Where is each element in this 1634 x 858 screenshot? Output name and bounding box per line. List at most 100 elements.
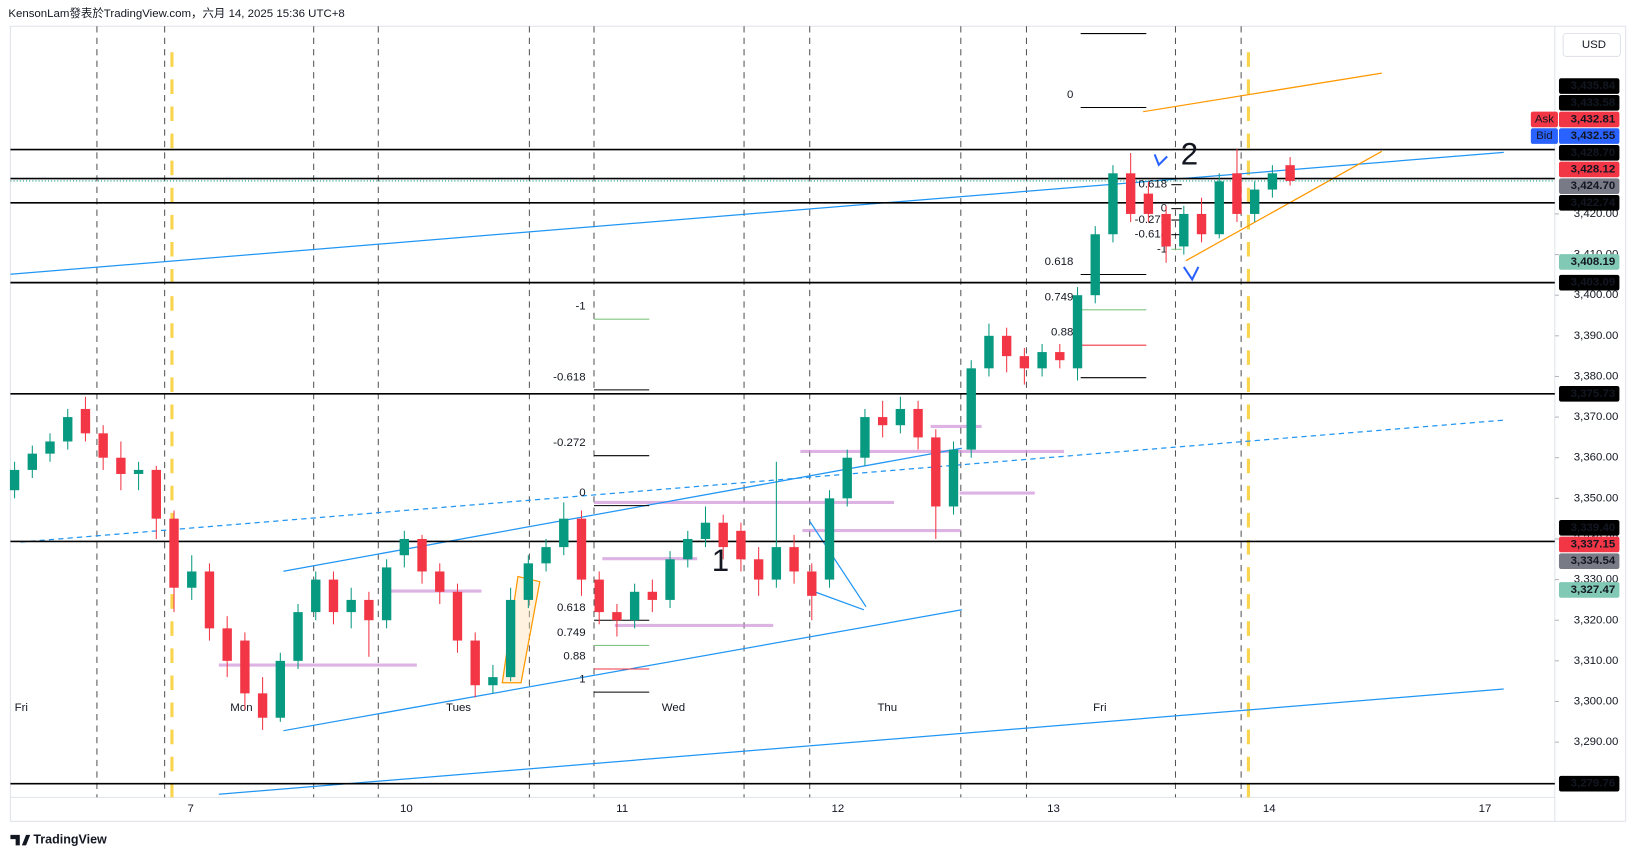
y-tick-label: 3,310.00 <box>1574 655 1619 667</box>
x-tick-label: 14 <box>1263 803 1276 815</box>
fib-label: -0.618 <box>553 371 585 383</box>
candle-body <box>683 538 693 560</box>
day-label: Fri <box>1093 702 1106 714</box>
y-tick-label: 3,300.00 <box>1574 696 1619 708</box>
footer: TradingView <box>10 832 107 846</box>
candle-body <box>45 441 55 454</box>
x-tick-label: 10 <box>400 803 413 815</box>
price-label: 3,428.12 <box>1571 163 1616 175</box>
day-label: Thu <box>877 702 897 714</box>
fib-label: -1 <box>1157 243 1167 255</box>
price-label-box <box>1558 194 1620 211</box>
candle-body <box>913 408 923 438</box>
trend-line <box>218 688 1504 795</box>
price-label: 3,408.19 <box>1571 256 1616 268</box>
x-tick-label: 13 <box>1047 803 1060 815</box>
candle-body <box>240 640 250 694</box>
trend-line <box>809 589 865 611</box>
x-tick-label: 7 <box>188 803 194 815</box>
price-label-box <box>1558 582 1620 598</box>
candle-body <box>27 453 37 470</box>
candle-body <box>9 469 20 491</box>
price-label: 3,327.47 <box>1571 584 1616 596</box>
trend-line <box>20 419 1504 543</box>
price-tag-box <box>1530 128 1558 144</box>
fib-label: 0.618 <box>1138 179 1167 191</box>
day-label: Fri <box>15 702 28 714</box>
candle-body <box>257 693 268 718</box>
candle-body <box>541 547 551 564</box>
candle-body <box>1267 173 1278 190</box>
candle-body <box>789 547 799 572</box>
y-tick-label: 3,380.00 <box>1574 370 1619 382</box>
arrow <box>1153 154 1168 167</box>
candle-body <box>1037 352 1047 369</box>
wedge-line <box>1143 72 1382 113</box>
candle-body <box>293 612 303 661</box>
candle-body <box>364 599 374 621</box>
candle-body <box>594 579 604 613</box>
candle-body <box>133 469 144 474</box>
candle-body <box>647 591 658 600</box>
candle-body <box>1143 193 1154 214</box>
price-label-box <box>1558 519 1620 536</box>
currency-box[interactable] <box>1562 33 1621 57</box>
candle-body <box>222 628 232 661</box>
candle-body <box>381 567 392 621</box>
candle-body <box>1161 213 1171 247</box>
header: KensonLam發表於TradingView.com，六月 14, 2025 … <box>8 6 344 20</box>
price-tag-box <box>1530 111 1558 128</box>
candle-body <box>328 579 339 613</box>
candle-body <box>417 538 427 572</box>
candle-body <box>1232 173 1242 214</box>
candle-body <box>966 368 976 450</box>
trend-line <box>809 520 867 608</box>
price-label: 3,424.70 <box>1571 180 1616 192</box>
fib-label: 0.618 <box>557 602 586 614</box>
fib-label: 0 <box>1161 203 1167 215</box>
y-tick-label: 3,400.00 <box>1574 289 1619 301</box>
price-label-box <box>1558 78 1620 94</box>
annotation: 2 <box>1181 137 1198 172</box>
candle-body <box>984 335 994 369</box>
day-label: Wed <box>662 702 685 714</box>
candle-body <box>860 417 870 458</box>
candle-body <box>151 469 162 519</box>
x-tick-label: 12 <box>831 803 844 815</box>
candle-body <box>1019 356 1030 369</box>
price-label-box <box>1558 94 1620 111</box>
price-label: 3,334.54 <box>1571 555 1616 567</box>
candle-body <box>399 538 410 556</box>
candle-body <box>204 571 215 629</box>
price-label: 3,339.40 <box>1571 522 1616 534</box>
candle-body <box>80 408 91 434</box>
candle-body <box>895 408 906 426</box>
footer-logo: TradingView <box>33 832 107 846</box>
candle-body <box>842 457 852 499</box>
price-label-box <box>1558 775 1620 792</box>
fib-label: -0.618 <box>1135 229 1167 241</box>
price-label-box <box>1558 111 1620 128</box>
candle-body <box>1055 352 1065 361</box>
candle-body <box>1179 213 1189 247</box>
price-label: 3,337.15 <box>1571 539 1616 551</box>
x-tick-label: 11 <box>616 803 628 815</box>
price-label-box <box>1558 274 1620 291</box>
y-tick-label: 3,360.00 <box>1574 452 1619 464</box>
candle-body <box>1072 295 1083 369</box>
logo-icon <box>10 834 31 846</box>
fib-label: 1 <box>579 674 585 686</box>
price-label: 3,422.74 <box>1571 197 1616 209</box>
candle-body <box>1249 189 1260 214</box>
candle-body <box>452 591 463 641</box>
plot-frame <box>9 25 1627 822</box>
candle-body <box>116 457 126 474</box>
candle-body <box>948 449 959 507</box>
candle-body <box>1108 173 1118 235</box>
y-tick-label: 3,420.00 <box>1574 208 1619 220</box>
price-label-box <box>1558 178 1620 194</box>
price-label-box <box>1558 128 1620 144</box>
candle-body <box>612 612 622 621</box>
